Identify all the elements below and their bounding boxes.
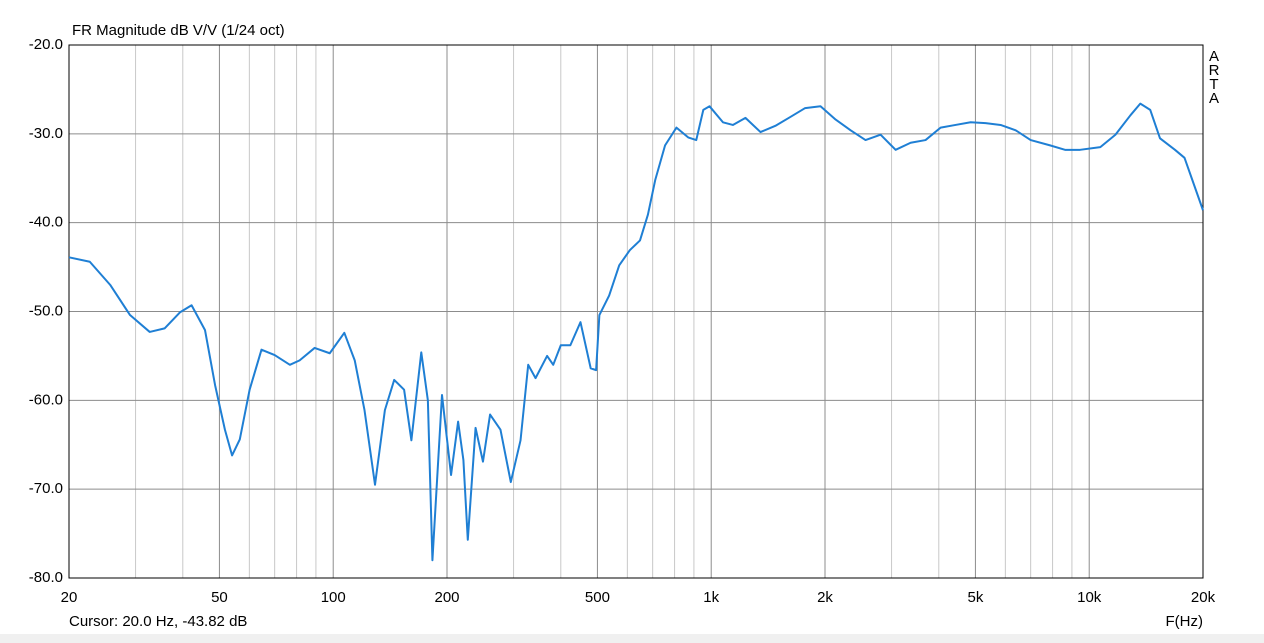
- x-tick-label: 5k: [967, 589, 983, 606]
- x-tick-label: 1k: [703, 589, 719, 606]
- x-tick-label: 2k: [817, 589, 833, 606]
- status-strip: [0, 634, 1264, 643]
- plot-frame: [68, 44, 1204, 579]
- y-tick-label: -70.0: [29, 480, 63, 497]
- x-tick-label: 50: [211, 589, 228, 606]
- x-tick-label: 500: [585, 589, 610, 606]
- y-tick-label: -80.0: [29, 569, 63, 586]
- x-tick-label: 100: [321, 589, 346, 606]
- watermark: ARTA: [1206, 48, 1223, 104]
- x-tick-label: 10k: [1077, 589, 1102, 606]
- y-tick-label: -20.0: [29, 36, 63, 53]
- cursor-readout: Cursor: 20.0 Hz, -43.82 dB: [69, 613, 247, 630]
- x-axis-label: F(Hz): [1166, 613, 1204, 630]
- chart-title: FR Magnitude dB V/V (1/24 oct): [72, 22, 285, 39]
- x-tick-label: 20: [61, 589, 78, 606]
- x-tick-label: 200: [434, 589, 459, 606]
- response-curve: [68, 102, 1204, 562]
- y-tick-label: -30.0: [29, 125, 63, 142]
- x-tick-label: 20k: [1191, 589, 1216, 606]
- y-tick-label: -50.0: [29, 302, 63, 319]
- y-tick-label: -60.0: [29, 391, 63, 408]
- y-tick-label: -40.0: [29, 214, 63, 231]
